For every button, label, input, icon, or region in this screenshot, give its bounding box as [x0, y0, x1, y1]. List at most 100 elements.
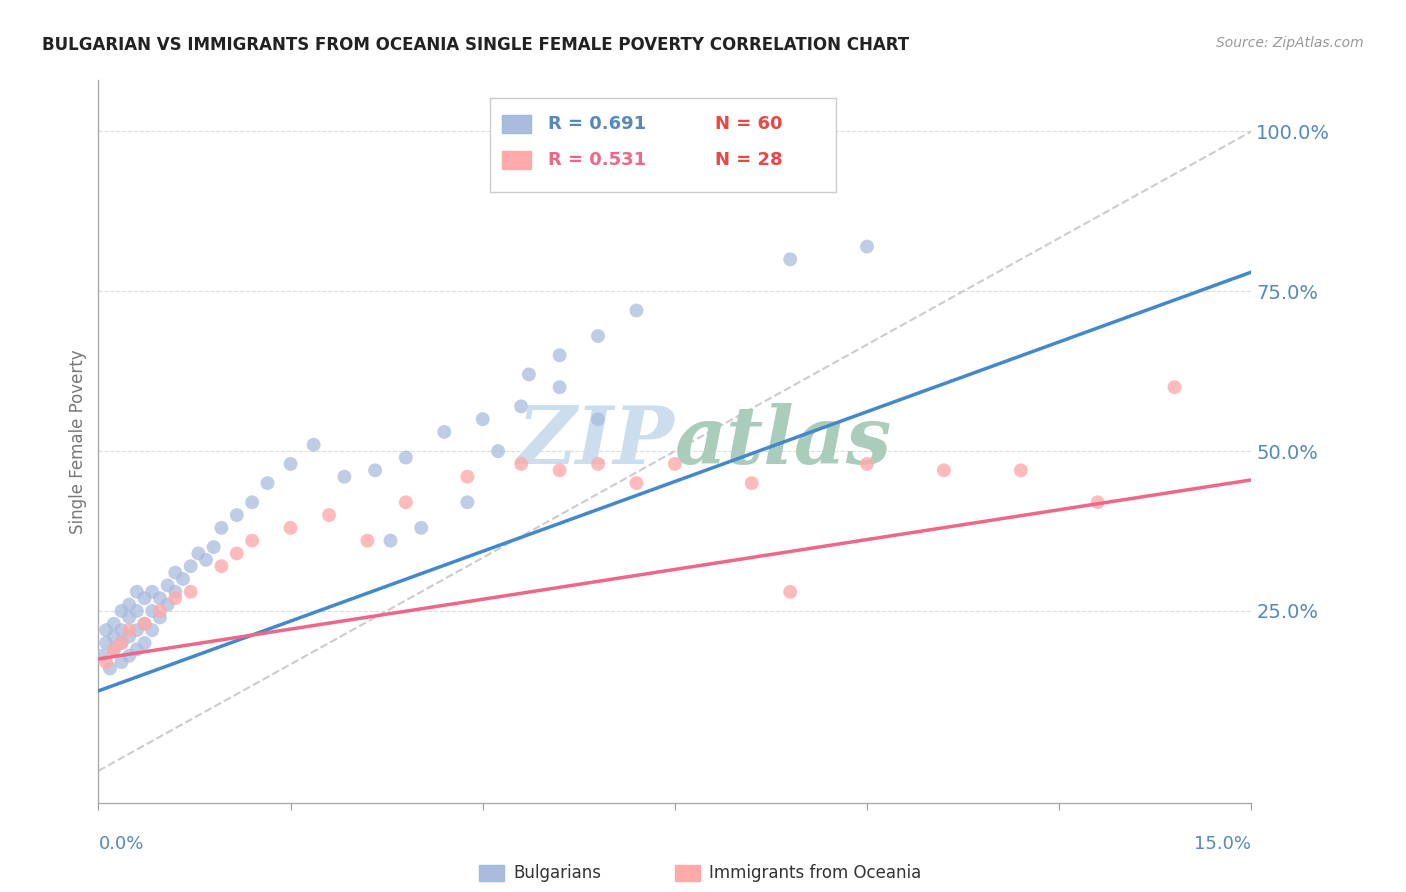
Point: [165, 584, 187, 599]
Point: [626, 476, 648, 491]
Bar: [675, 865, 700, 880]
Point: [156, 598, 179, 612]
Point: [110, 623, 132, 637]
Point: [548, 380, 571, 394]
Bar: [502, 151, 531, 169]
FancyBboxPatch shape: [491, 98, 837, 193]
Point: [626, 303, 648, 318]
Point: [180, 584, 202, 599]
Point: [125, 642, 148, 657]
Point: [118, 623, 141, 637]
Point: [664, 457, 686, 471]
Point: [280, 457, 302, 471]
Point: [110, 655, 132, 669]
Point: [517, 368, 540, 382]
Text: R = 0.531: R = 0.531: [548, 151, 647, 169]
Point: [356, 533, 378, 548]
Point: [225, 508, 247, 522]
Point: [110, 636, 132, 650]
Text: 15.0%: 15.0%: [1194, 835, 1251, 854]
Point: [172, 572, 194, 586]
Point: [141, 623, 163, 637]
Point: [586, 412, 609, 426]
Point: [103, 630, 125, 644]
Point: [134, 636, 156, 650]
Point: [202, 540, 225, 554]
Point: [103, 642, 125, 657]
Point: [302, 438, 325, 452]
Point: [256, 476, 278, 491]
Point: [187, 546, 209, 560]
Point: [779, 252, 801, 267]
Text: N = 60: N = 60: [716, 115, 783, 133]
Point: [932, 463, 955, 477]
Point: [1163, 380, 1185, 394]
Point: [118, 598, 141, 612]
Point: [779, 584, 801, 599]
Point: [195, 553, 218, 567]
Point: [125, 584, 148, 599]
Point: [586, 457, 609, 471]
Point: [134, 616, 156, 631]
Point: [456, 469, 478, 483]
Point: [456, 495, 478, 509]
Point: [364, 463, 387, 477]
Point: [103, 642, 125, 657]
Point: [586, 329, 609, 343]
Point: [741, 476, 763, 491]
Point: [510, 400, 533, 414]
Text: BULGARIAN VS IMMIGRANTS FROM OCEANIA SINGLE FEMALE POVERTY CORRELATION CHART: BULGARIAN VS IMMIGRANTS FROM OCEANIA SIN…: [42, 36, 910, 54]
Point: [94, 636, 117, 650]
Point: [91, 648, 114, 663]
Text: R = 0.691: R = 0.691: [548, 115, 647, 133]
Point: [856, 457, 879, 471]
Point: [225, 546, 247, 560]
Y-axis label: Single Female Poverty: Single Female Poverty: [69, 350, 87, 533]
Point: [856, 239, 879, 253]
Point: [165, 591, 187, 606]
Point: [149, 604, 172, 618]
Text: Immigrants from Oceania: Immigrants from Oceania: [710, 863, 922, 882]
Point: [380, 533, 402, 548]
Point: [110, 636, 132, 650]
Point: [486, 444, 509, 458]
Bar: [479, 865, 505, 880]
Text: Bulgarians: Bulgarians: [513, 863, 602, 882]
Point: [240, 495, 263, 509]
Point: [411, 521, 433, 535]
Point: [180, 559, 202, 574]
Point: [209, 521, 232, 535]
Point: [141, 584, 163, 599]
Point: [118, 630, 141, 644]
Point: [125, 623, 148, 637]
Point: [433, 425, 456, 439]
Point: [149, 591, 172, 606]
Text: Source: ZipAtlas.com: Source: ZipAtlas.com: [1216, 36, 1364, 50]
Point: [134, 591, 156, 606]
Point: [548, 348, 571, 362]
Point: [94, 623, 117, 637]
Point: [1010, 463, 1032, 477]
Bar: [502, 114, 531, 133]
Point: [240, 533, 263, 548]
Point: [280, 521, 302, 535]
Point: [125, 604, 148, 618]
Text: N = 28: N = 28: [716, 151, 783, 169]
Text: 0.0%: 0.0%: [98, 835, 143, 854]
Point: [395, 495, 418, 509]
Text: atlas: atlas: [675, 403, 893, 480]
Point: [318, 508, 340, 522]
Point: [165, 566, 187, 580]
Point: [118, 610, 141, 624]
Text: ZIP: ZIP: [517, 403, 675, 480]
Point: [510, 457, 533, 471]
Point: [548, 463, 571, 477]
Point: [94, 655, 117, 669]
Point: [333, 469, 356, 483]
Point: [110, 604, 132, 618]
Point: [118, 648, 141, 663]
Point: [471, 412, 494, 426]
Point: [141, 604, 163, 618]
Point: [134, 616, 156, 631]
Point: [156, 578, 179, 592]
